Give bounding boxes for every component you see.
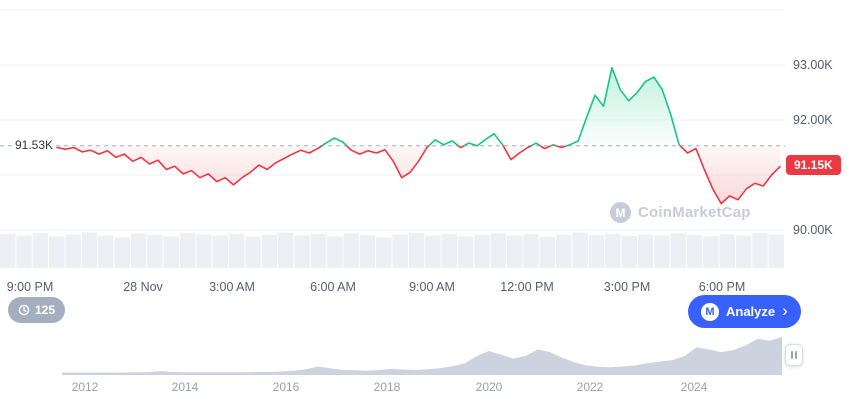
chevron-right-icon: › [782, 301, 788, 320]
history-clock-icon [18, 304, 30, 316]
analyze-button[interactable]: M Analyze › [688, 295, 801, 328]
indicator-count: 125 [35, 303, 56, 317]
price-chart[interactable]: M CoinMarketCap 91.53K [0, 0, 785, 270]
x-axis-label: 28 Nov [123, 280, 163, 294]
drag-handle-icon [791, 351, 797, 359]
x-axis-label: 3:00 AM [209, 280, 255, 294]
timeline-year-label: 2014 [171, 380, 199, 394]
x-axis-label: 6:00 PM [698, 280, 746, 294]
brush-resize-handle[interactable] [785, 344, 803, 366]
timeline-year-label: 2020 [475, 380, 503, 394]
analyze-label: Analyze [726, 304, 776, 319]
x-axis-label: 6:00 AM [310, 280, 356, 294]
indicator-count-badge[interactable]: 125 [8, 297, 66, 323]
coinmarketcap-logo-icon: M [610, 202, 631, 223]
x-axis-label: 9:00 AM [409, 280, 455, 294]
y-axis-tick: 92.00K [793, 113, 833, 127]
watermark-text: CoinMarketCap [638, 204, 751, 221]
timeline-year-label: 2016 [272, 380, 300, 394]
timeline-year-label: 2018 [373, 380, 401, 394]
current-price-badge: 91.15K [786, 155, 841, 175]
price-line-chart[interactable] [0, 0, 785, 270]
history-area-chart [62, 336, 782, 375]
timeline-brush[interactable] [62, 331, 782, 375]
baseline-price-label: 91.53K [12, 138, 57, 152]
timeline-year-label: 2012 [71, 380, 99, 394]
coinmarketcap-watermark: M CoinMarketCap [610, 202, 751, 223]
x-axis-label: 9:00 PM [6, 280, 54, 294]
y-axis-tick: 90.00K [793, 223, 833, 237]
x-axis-label: 3:00 PM [603, 280, 651, 294]
timeline-year-label: 2022 [576, 380, 604, 394]
y-axis-tick: 93.00K [793, 58, 833, 72]
coinmarketcap-logo-icon: M [701, 302, 719, 321]
x-axis-label: 12:00 PM [500, 280, 554, 294]
timeline-year-label: 2024 [680, 380, 708, 394]
